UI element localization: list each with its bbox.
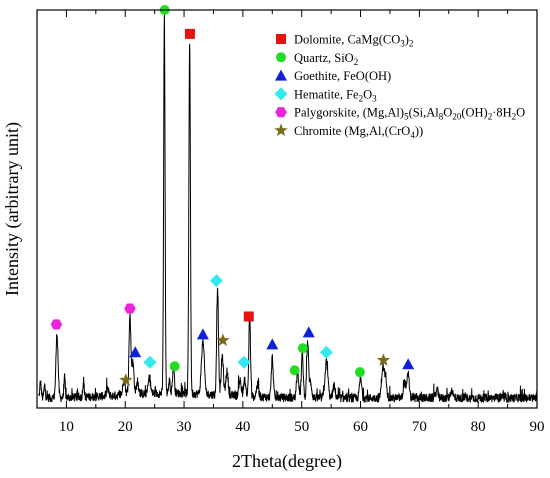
xrd-pattern <box>38 13 538 404</box>
phase-marker-diamond <box>209 274 223 288</box>
legend-entry-label: Dolomite, CaMg(CO3)2 <box>294 33 413 49</box>
legend-marker-diamond <box>274 87 288 101</box>
phase-marker-diamond <box>319 345 333 359</box>
legend-entry-label: Palygorskite, (Mg,Al)5(Si,Al8O20(OH)2·8H… <box>294 106 525 122</box>
x-tick-label: 30 <box>177 419 192 435</box>
phase-marker-hexagon <box>50 319 63 330</box>
plot-frame <box>36 9 538 409</box>
phase-marker-square <box>184 28 195 39</box>
x-tick-label: 10 <box>59 419 74 435</box>
phase-marker-diamond <box>237 355 251 369</box>
x-tick-label: 60 <box>353 419 368 435</box>
phase-marker-circle <box>169 361 180 372</box>
phase-marker-star <box>376 353 391 366</box>
legend-marker-circle <box>276 52 286 63</box>
phase-marker-triangle <box>266 338 279 350</box>
x-tick-label: 40 <box>235 419 250 435</box>
x-tick-label: 90 <box>530 419 545 435</box>
phase-marker-circle <box>289 365 300 376</box>
legend-marker-triangle <box>275 69 287 81</box>
legend-entry-label: Quartz, SiO2 <box>294 51 358 67</box>
phase-marker-triangle <box>129 346 142 358</box>
legend-entry-label: Hematite, Fe2O3 <box>294 87 377 103</box>
x-tick-label: 70 <box>412 419 427 435</box>
legend: Dolomite, CaMg(CO3)2 Quartz, SiO2 Goethite… <box>274 33 525 140</box>
legend-marker-hexagon <box>275 107 287 118</box>
x-tick-label: 20 <box>118 419 133 435</box>
legend-marker-square <box>276 34 286 44</box>
phase-markers <box>50 5 415 386</box>
phase-marker-star <box>216 333 230 346</box>
x-tick-label: 80 <box>471 419 486 435</box>
phase-marker-diamond <box>143 355 157 369</box>
phase-marker-triangle <box>196 328 209 340</box>
x-axis-ticks: 10 20 30 40 50 60 70 80 90 <box>59 10 545 435</box>
phase-marker-star <box>119 373 133 386</box>
phase-marker-circle <box>354 367 365 378</box>
phase-marker-circle <box>297 343 308 354</box>
phase-marker-triangle <box>302 326 315 338</box>
legend-marker-star <box>274 123 288 137</box>
x-tick-label: 50 <box>294 419 309 435</box>
x-axis-label: 2Theta(degree) <box>232 451 342 472</box>
phase-marker-triangle <box>402 358 415 370</box>
legend-entry-label: Goethite, FeO(OH) <box>294 69 391 83</box>
xrd-curve <box>38 13 538 404</box>
y-axis-label: Intensity (arbitrary unit) <box>2 122 23 296</box>
legend-entry-label: Chromite (Mg,Al,(CrO4)) <box>294 124 423 140</box>
phase-marker-hexagon <box>124 303 136 314</box>
phase-marker-square <box>243 311 254 322</box>
